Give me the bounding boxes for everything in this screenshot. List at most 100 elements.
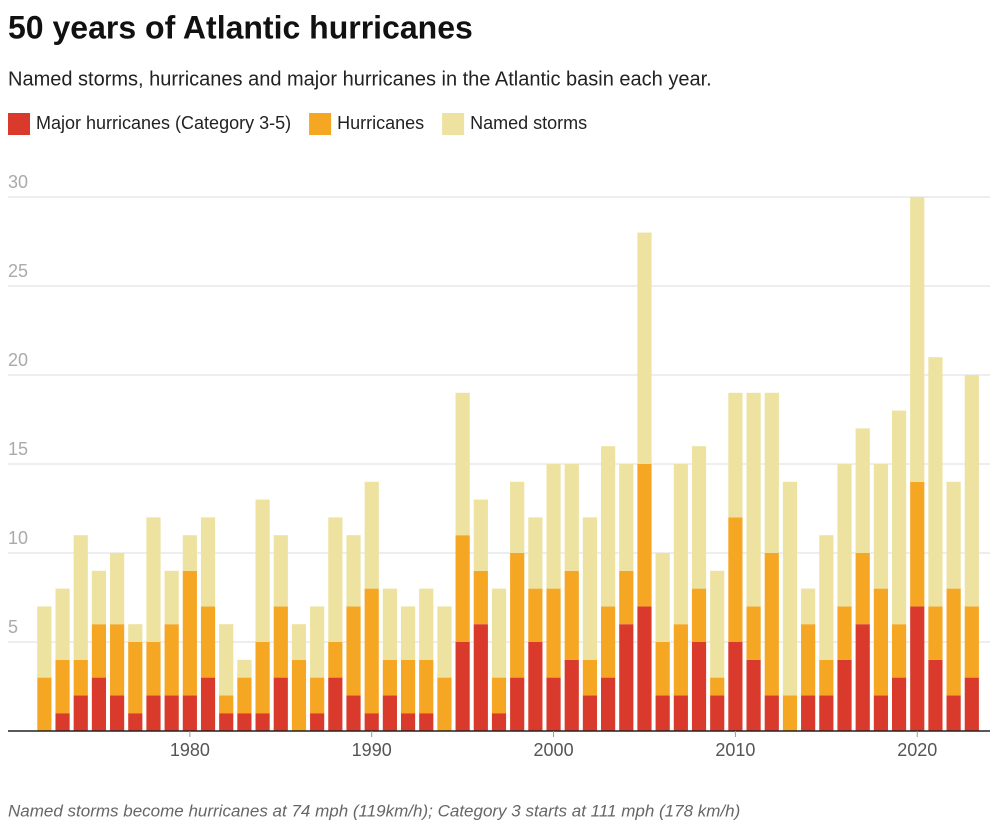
bar-segment [73,659,88,696]
bar-segment [437,677,452,731]
bar-segment [673,464,688,625]
bar-segment [601,677,616,731]
bar-segment [819,535,834,660]
bar-segment [128,624,143,642]
bar-segment [691,588,707,642]
bar-segment [619,464,634,571]
y-tick-label: 20 [8,350,28,370]
bar-segment [637,606,652,731]
bar-segment [710,695,725,731]
bar-segment [746,392,761,607]
bar-segment [764,695,779,731]
bar-segment [255,642,270,714]
bar-segment [510,677,525,731]
legend-label: Major hurricanes (Category 3-5) [36,113,291,133]
bar-segment [582,695,598,731]
bar-segment [55,713,70,731]
bar-segment [873,588,888,696]
y-tick-label: 5 [8,617,18,637]
legend-swatch [442,113,465,135]
bar-segment [964,606,979,678]
bar-segment [164,624,179,696]
bar-segment [437,606,452,678]
bar-segment [291,659,307,731]
bar-segment [419,659,434,714]
bar-segment [182,695,197,731]
footnote: Named storms become hurricanes at 74 mph… [8,801,740,820]
bar-segment [546,588,561,678]
bar-segment [110,695,125,731]
bar-segment [346,695,361,731]
bar-segment [564,570,579,660]
chart-title: 50 years of Atlantic hurricanes [8,9,473,45]
bar-segment [619,570,634,625]
y-tick-label: 25 [8,261,28,281]
bar-segment [473,499,488,571]
bar-segment [564,464,579,571]
bar-segment [910,606,925,731]
bar-segment [782,481,798,696]
bar-segment [200,517,216,607]
bar-segment [801,624,816,696]
bar-segment [546,677,561,731]
bar-segment [473,624,488,731]
bar-segment [710,570,725,678]
bar-segment [291,624,307,660]
bar-segment [328,517,343,642]
bar-segment [655,553,670,642]
bar-segment [419,713,434,731]
bar-segment [564,659,579,731]
bar-segment [728,392,743,518]
bar-segment [619,624,634,731]
bar-segment [601,446,616,607]
bar-segment [710,677,725,696]
bar-segment [382,588,397,660]
bar-segment [891,624,907,678]
bar-segment [728,642,743,731]
bar-segment [237,677,252,714]
bar-segment [673,624,688,696]
bar-segment [964,677,979,731]
bar-segment [582,517,598,660]
legend: Major hurricanes (Category 3-5) Hurricane… [8,113,587,135]
x-tick-label: 2020 [897,740,937,760]
bar-segment [582,659,598,696]
bar-segment [891,410,907,625]
bar-segment [691,642,707,731]
y-tick-label: 10 [8,528,28,548]
bar-segment [364,713,379,731]
bar-segment [255,713,270,731]
bar-segment [837,659,852,731]
bar-segment [637,464,652,607]
bar-segment [546,464,561,589]
bar-segment [455,535,470,642]
bar-segment [164,695,179,731]
bar-segment [819,695,834,731]
bar-segment [528,588,543,642]
bar-segment [73,535,88,660]
bar-segment [182,535,197,571]
bar-segment [510,481,525,553]
bar-segment [819,659,834,696]
bar-segment [746,606,761,660]
bar-segment [873,464,888,589]
bar-segment [837,606,852,660]
bar-segment [837,464,852,607]
bar-segment [419,588,434,660]
bar-segment [801,695,816,731]
bar-segment [219,713,234,731]
bar-segment [655,695,670,731]
bar-segment [946,695,961,731]
bar-segment [219,695,234,714]
x-tick-label: 2000 [534,740,574,760]
bar-segment [455,642,470,731]
bar-segment [237,659,252,678]
bar-segment [128,642,143,714]
legend-label: Hurricanes [337,113,424,133]
legend-swatch [8,113,30,135]
bar-segment [782,695,798,731]
bar-segment [237,713,252,731]
bar-segment [400,659,416,714]
bar-segment [146,695,161,731]
